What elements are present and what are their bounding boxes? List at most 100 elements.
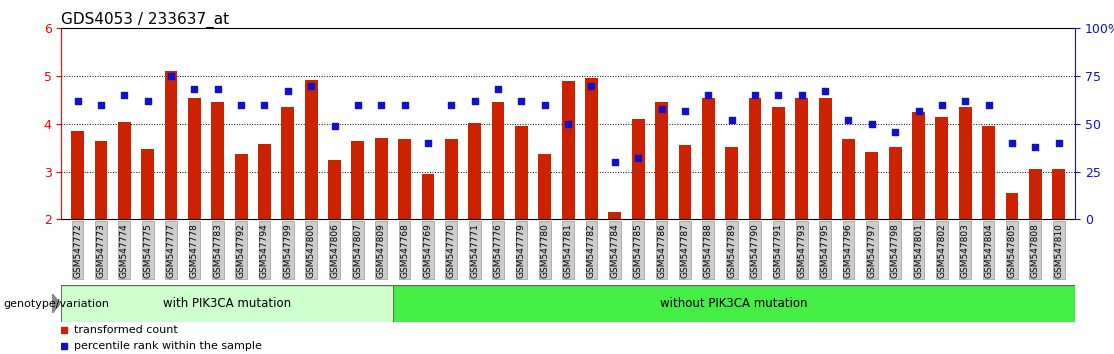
Text: GSM547769: GSM547769 — [423, 223, 432, 278]
Text: GSM547780: GSM547780 — [540, 223, 549, 278]
Bar — [305, 80, 317, 219]
Bar — [702, 98, 715, 219]
Bar — [212, 102, 224, 219]
Text: GSM547802: GSM547802 — [937, 223, 947, 278]
Bar — [1053, 169, 1065, 219]
Point — [700, 92, 717, 98]
Bar — [444, 139, 458, 219]
Bar — [71, 131, 84, 219]
Text: genotype/variation: genotype/variation — [3, 299, 109, 309]
Point — [583, 83, 600, 88]
Text: without PIK3CA mutation: without PIK3CA mutation — [661, 297, 808, 310]
Point — [863, 121, 881, 127]
Text: GSM547799: GSM547799 — [283, 223, 292, 278]
Point — [559, 121, 577, 127]
Text: GSM547791: GSM547791 — [774, 223, 783, 278]
Bar — [983, 126, 995, 219]
Point — [817, 88, 834, 94]
Bar — [515, 126, 528, 219]
Point — [356, 263, 374, 268]
Bar — [258, 144, 271, 219]
Point — [163, 73, 180, 79]
Text: GSM547807: GSM547807 — [353, 223, 362, 278]
Point — [356, 118, 374, 124]
Point — [489, 87, 507, 92]
Text: GSM547803: GSM547803 — [960, 223, 969, 278]
Point — [466, 98, 483, 104]
Point — [793, 92, 811, 98]
Bar — [725, 147, 739, 219]
Text: GSM547795: GSM547795 — [821, 223, 830, 278]
Bar — [1006, 193, 1018, 219]
Text: GSM547801: GSM547801 — [913, 223, 924, 278]
Point — [92, 102, 110, 108]
Bar — [282, 107, 294, 219]
Text: GSM547777: GSM547777 — [167, 223, 176, 278]
Text: GSM547783: GSM547783 — [213, 223, 223, 278]
Text: GSM547785: GSM547785 — [634, 223, 643, 278]
Point — [606, 159, 624, 165]
Bar — [329, 160, 341, 219]
Point — [536, 102, 554, 108]
Bar — [141, 149, 154, 219]
Text: GSM547784: GSM547784 — [610, 223, 619, 278]
Point — [676, 108, 694, 113]
Bar — [118, 121, 130, 219]
Point — [69, 98, 87, 104]
Text: GSM547768: GSM547768 — [400, 223, 409, 278]
Bar — [95, 141, 107, 219]
Text: GDS4053 / 233637_at: GDS4053 / 233637_at — [61, 12, 229, 28]
Point — [232, 102, 250, 108]
Text: GSM547778: GSM547778 — [189, 223, 199, 278]
Text: GSM547774: GSM547774 — [120, 223, 129, 278]
Text: GSM547789: GSM547789 — [727, 223, 736, 278]
Point — [653, 106, 671, 112]
Bar — [749, 98, 762, 219]
Point — [302, 83, 320, 88]
Text: GSM547788: GSM547788 — [704, 223, 713, 278]
Point — [723, 117, 741, 123]
Bar — [1029, 169, 1042, 219]
Text: GSM547793: GSM547793 — [798, 223, 807, 278]
Text: GSM547798: GSM547798 — [891, 223, 900, 278]
Point — [372, 102, 390, 108]
Bar — [374, 138, 388, 219]
Polygon shape — [52, 294, 60, 313]
Bar — [561, 81, 575, 219]
Bar — [235, 154, 247, 219]
Bar — [936, 117, 948, 219]
Text: GSM547796: GSM547796 — [844, 223, 853, 278]
Bar — [772, 107, 784, 219]
Point — [629, 155, 647, 161]
Point — [139, 98, 157, 104]
Point — [770, 92, 788, 98]
Text: GSM547805: GSM547805 — [1007, 223, 1016, 278]
Point — [910, 108, 928, 113]
Bar — [188, 98, 201, 219]
Point — [442, 102, 460, 108]
Text: GSM547781: GSM547781 — [564, 223, 573, 278]
Bar — [468, 123, 481, 219]
Bar — [398, 139, 411, 219]
Text: GSM547771: GSM547771 — [470, 223, 479, 278]
Point — [932, 102, 950, 108]
Text: GSM547804: GSM547804 — [984, 223, 993, 278]
Text: GSM547810: GSM547810 — [1054, 223, 1063, 278]
Point — [512, 98, 530, 104]
Point — [349, 102, 367, 108]
Text: GSM547797: GSM547797 — [868, 223, 877, 278]
Bar — [678, 145, 692, 219]
Point — [325, 123, 343, 129]
Text: GSM547794: GSM547794 — [260, 223, 268, 278]
Point — [395, 102, 413, 108]
Point — [887, 129, 905, 135]
Text: with PIK3CA mutation: with PIK3CA mutation — [163, 297, 291, 310]
Text: GSM547779: GSM547779 — [517, 223, 526, 278]
Bar — [819, 98, 831, 219]
Point — [278, 88, 296, 94]
Bar — [608, 212, 622, 219]
Text: GSM547773: GSM547773 — [97, 223, 106, 278]
Bar — [393, 285, 1075, 322]
Point — [746, 92, 764, 98]
Text: GSM547782: GSM547782 — [587, 223, 596, 278]
